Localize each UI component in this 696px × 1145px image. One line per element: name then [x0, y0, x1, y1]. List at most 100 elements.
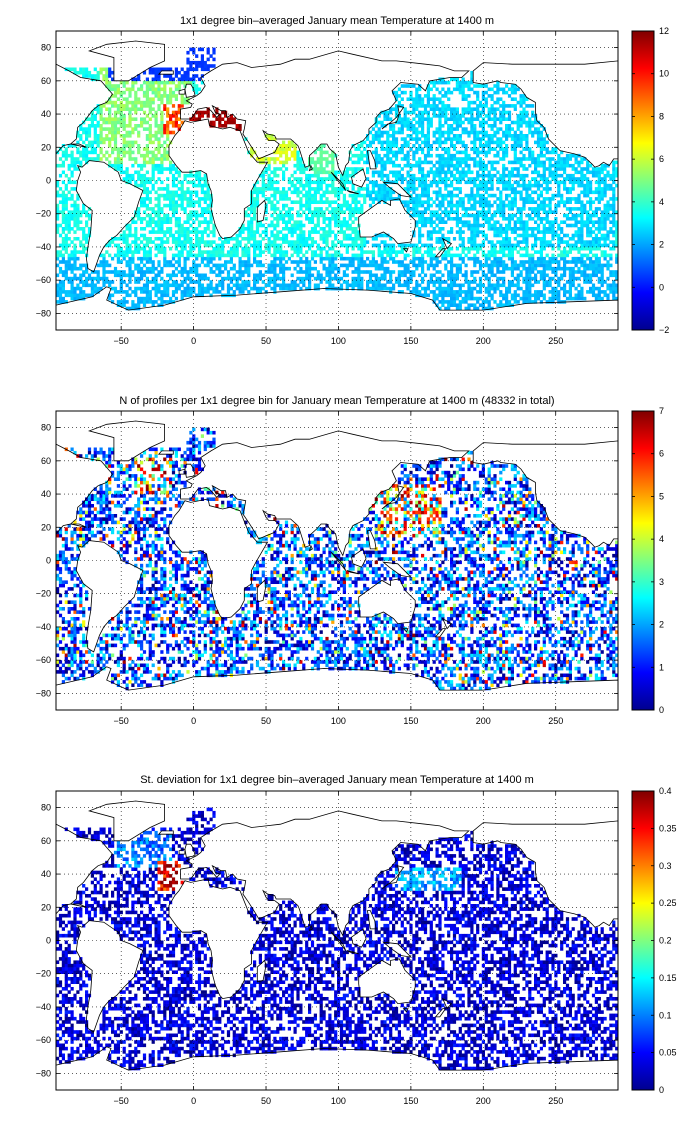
data-cell — [128, 286, 132, 291]
data-cell — [76, 150, 80, 155]
data-cell — [137, 296, 141, 301]
data-cell — [380, 253, 384, 258]
data-cell — [496, 207, 500, 211]
data-cell — [148, 157, 152, 161]
data-cell — [73, 260, 77, 264]
data-cell — [56, 283, 60, 288]
data-cell — [203, 190, 207, 195]
data-cell — [189, 190, 193, 195]
data-cell — [140, 200, 144, 204]
data-cell — [293, 286, 297, 291]
data-cell — [203, 290, 207, 294]
data-cell — [70, 227, 74, 231]
data-cell — [319, 180, 323, 185]
data-cell — [58, 223, 63, 228]
data-cell — [177, 223, 181, 228]
data-cell — [441, 197, 445, 201]
data-cell — [377, 193, 381, 198]
data-cell — [174, 200, 178, 204]
data-cell — [461, 97, 465, 101]
data-cell — [438, 114, 442, 118]
data-cell — [305, 177, 309, 181]
data-cell — [455, 293, 459, 298]
data-cell — [435, 240, 439, 244]
data-cell — [513, 140, 517, 145]
data-cell — [296, 270, 300, 274]
data-cell — [447, 213, 451, 218]
data-cell — [226, 117, 231, 121]
data-cell — [189, 193, 193, 198]
data-cell — [502, 213, 506, 218]
data-cell — [279, 286, 283, 291]
data-cell — [160, 87, 164, 92]
data-cell — [125, 170, 129, 175]
data-cell — [380, 140, 384, 145]
data-cell — [308, 263, 312, 268]
data-cell — [203, 177, 207, 181]
data-cell — [125, 246, 129, 251]
data-cell — [87, 140, 92, 145]
data-cell — [189, 67, 193, 72]
data-cell — [96, 286, 100, 291]
data-cell — [174, 210, 178, 214]
data-cell — [183, 290, 187, 294]
data-cell — [85, 283, 89, 288]
data-cell — [122, 84, 126, 88]
data-cell — [128, 140, 132, 145]
data-cell — [195, 190, 199, 195]
data-cell — [186, 256, 190, 261]
data-cell — [287, 213, 291, 218]
data-cell — [209, 197, 213, 201]
data-cell — [464, 80, 468, 85]
data-cell — [450, 276, 454, 281]
data-cell — [90, 293, 94, 298]
data-cell — [163, 213, 167, 218]
data-cell — [360, 207, 364, 211]
data-cell — [70, 263, 74, 268]
data-cell — [487, 187, 491, 191]
data-cell — [128, 124, 132, 128]
data-cell — [226, 240, 231, 244]
data-cell — [496, 137, 500, 141]
data-cell — [305, 263, 309, 268]
data-cell — [383, 246, 387, 251]
data-cell — [232, 266, 236, 271]
data-cell — [516, 217, 520, 221]
data-cell — [394, 94, 399, 98]
data-cell — [177, 193, 181, 198]
data-cell — [516, 137, 520, 141]
data-cell — [473, 130, 477, 135]
data-cell — [409, 84, 413, 88]
data-cell — [493, 256, 497, 261]
data-cell — [157, 260, 161, 264]
data-cell — [519, 163, 523, 168]
data-cell — [473, 280, 477, 284]
data-cell — [441, 170, 445, 175]
data-cell — [131, 144, 135, 148]
data-cell — [371, 197, 375, 201]
data-cell — [174, 177, 178, 181]
data-cell — [438, 90, 442, 95]
data-cell — [90, 283, 94, 288]
data-cell — [157, 127, 161, 131]
data-cell — [241, 290, 245, 294]
data-cell — [397, 273, 401, 278]
data-cell — [276, 180, 280, 185]
data-cell — [519, 210, 523, 214]
data-cell — [113, 286, 118, 291]
data-cell — [79, 266, 83, 271]
data-cell — [148, 240, 152, 244]
data-cell — [403, 256, 407, 261]
data-cell — [377, 134, 381, 138]
data-cell — [513, 230, 517, 234]
data-cell — [134, 276, 138, 281]
data-cell — [450, 203, 454, 208]
data-cell — [169, 167, 173, 171]
data-cell — [206, 50, 210, 55]
data-cell — [313, 197, 317, 201]
data-cell — [308, 273, 312, 278]
data-cell — [510, 200, 514, 204]
data-cell — [189, 60, 193, 65]
data-cell — [261, 177, 265, 181]
data-cell — [452, 283, 457, 288]
